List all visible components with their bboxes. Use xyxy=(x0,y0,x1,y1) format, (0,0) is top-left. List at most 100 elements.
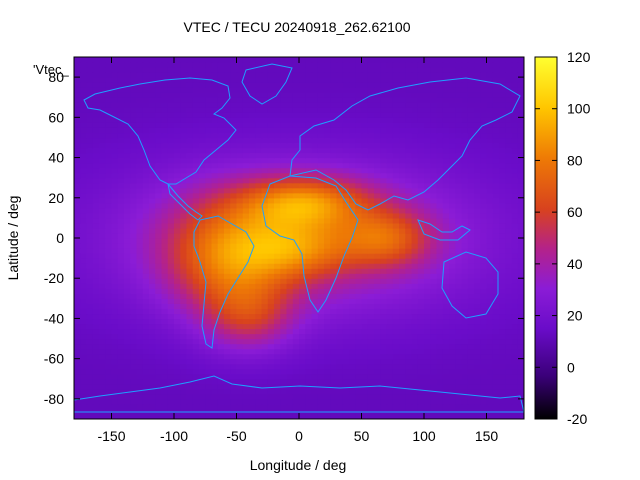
heatmap-cell xyxy=(417,283,425,289)
heatmap-cell xyxy=(449,378,456,385)
heatmap-cell xyxy=(480,333,488,340)
heatmap-cell xyxy=(267,202,275,209)
heatmap-cell xyxy=(392,82,400,88)
heatmap-cell xyxy=(467,253,475,259)
heatmap-cell xyxy=(480,253,488,259)
heatmap-cell xyxy=(230,72,238,78)
heatmap-cell xyxy=(386,398,394,405)
heatmap-cell xyxy=(417,348,425,355)
heatmap-cell xyxy=(430,383,438,390)
heatmap-cell xyxy=(167,333,175,340)
heatmap-cell xyxy=(474,177,481,184)
heatmap-cell xyxy=(411,308,419,315)
heatmap-cell xyxy=(305,92,313,98)
heatmap-cell xyxy=(505,192,513,199)
heatmap-cell xyxy=(374,77,381,83)
heatmap-cell xyxy=(355,248,363,254)
heatmap-cell xyxy=(124,102,131,108)
heatmap-cell xyxy=(511,368,519,375)
heatmap-cell xyxy=(142,107,150,113)
heatmap-cell xyxy=(186,373,194,380)
heatmap-cell xyxy=(311,222,319,229)
heatmap-cell xyxy=(405,167,413,174)
heatmap-cell xyxy=(217,217,225,224)
heatmap-cell xyxy=(136,162,144,169)
heatmap-cell xyxy=(142,207,150,214)
heatmap-cell xyxy=(349,142,356,149)
heatmap-cell xyxy=(130,273,138,279)
heatmap-cell xyxy=(211,238,219,244)
heatmap-cell xyxy=(205,263,213,269)
heatmap-cell xyxy=(92,77,100,83)
heatmap-cell xyxy=(155,358,163,365)
heatmap-cell xyxy=(486,132,494,139)
heatmap-cell xyxy=(330,343,338,350)
heatmap-cell xyxy=(242,293,250,299)
heatmap-cell xyxy=(292,333,300,340)
heatmap-cell xyxy=(424,398,431,405)
heatmap-cell xyxy=(455,328,463,335)
heatmap-cell xyxy=(330,413,338,419)
heatmap-cell xyxy=(349,348,356,355)
heatmap-cell xyxy=(180,197,188,204)
heatmap-cell xyxy=(374,227,381,234)
heatmap-cell xyxy=(274,288,281,294)
heatmap-cell xyxy=(117,202,125,209)
heatmap-cell xyxy=(111,338,119,345)
heatmap-cell xyxy=(486,147,494,154)
heatmap-cell xyxy=(180,92,188,98)
heatmap-cell xyxy=(305,398,313,405)
heatmap-cell xyxy=(417,112,425,118)
heatmap-cell xyxy=(374,87,381,93)
heatmap-cell xyxy=(261,333,269,340)
heatmap-cell xyxy=(205,87,213,93)
heatmap-cell xyxy=(361,298,369,304)
heatmap-cell xyxy=(111,378,119,385)
heatmap-cell xyxy=(280,283,288,289)
heatmap-cell xyxy=(361,232,369,239)
heatmap-cell xyxy=(99,238,106,244)
heatmap-cell xyxy=(105,288,113,294)
heatmap-cell xyxy=(86,308,94,315)
heatmap-cell xyxy=(411,87,419,93)
heatmap-cell xyxy=(199,238,206,244)
heatmap-cell xyxy=(142,177,150,184)
heatmap-cell xyxy=(249,142,256,149)
heatmap-cell xyxy=(511,97,519,103)
heatmap-cell xyxy=(174,293,181,299)
heatmap-cell xyxy=(505,258,513,264)
heatmap-cell xyxy=(349,253,356,259)
heatmap-cell xyxy=(411,162,419,169)
heatmap-cell xyxy=(511,283,519,289)
heatmap-cell xyxy=(136,283,144,289)
heatmap-cell xyxy=(224,217,231,224)
heatmap-cell xyxy=(74,258,81,264)
heatmap-cell xyxy=(355,328,363,335)
heatmap-cell xyxy=(336,107,344,113)
heatmap-cell xyxy=(305,97,313,103)
heatmap-cell xyxy=(486,127,494,134)
heatmap-cell xyxy=(192,258,200,264)
heatmap-cell xyxy=(192,403,200,410)
heatmap-cell xyxy=(392,333,400,340)
heatmap-cell xyxy=(286,152,294,159)
heatmap-cell xyxy=(374,363,381,370)
heatmap-cell xyxy=(217,102,225,108)
heatmap-cell xyxy=(386,152,394,159)
heatmap-cell xyxy=(405,398,413,405)
heatmap-cell xyxy=(292,398,300,405)
heatmap-cell xyxy=(105,248,113,254)
heatmap-cell xyxy=(449,343,456,350)
heatmap-cell xyxy=(155,258,163,264)
heatmap-cell xyxy=(111,358,119,365)
heatmap-cell xyxy=(324,268,331,274)
heatmap-cell xyxy=(499,162,506,169)
heatmap-cell xyxy=(405,212,413,219)
heatmap-cell xyxy=(174,263,181,269)
heatmap-cell xyxy=(249,328,256,335)
heatmap-cell xyxy=(124,393,131,400)
heatmap-cell xyxy=(455,303,463,309)
heatmap-cell xyxy=(324,378,331,385)
heatmap-cell xyxy=(336,338,344,345)
heatmap-cell xyxy=(249,353,256,360)
